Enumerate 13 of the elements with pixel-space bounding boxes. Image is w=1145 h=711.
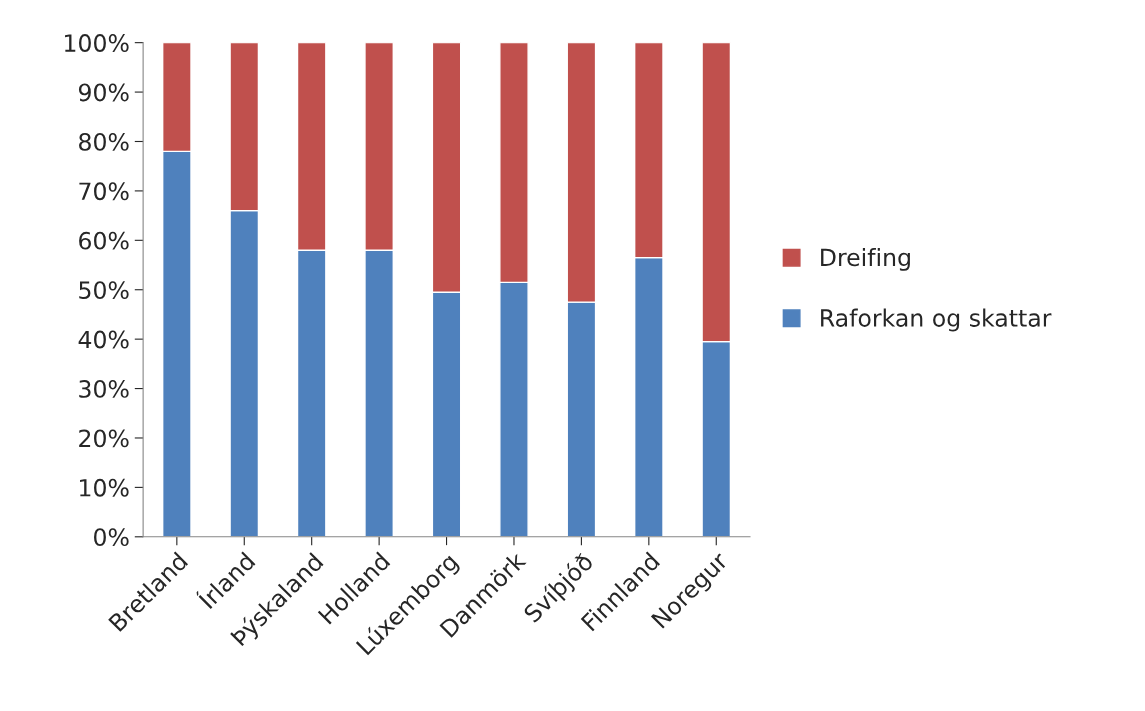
y-tick-label: 30%: [79, 380, 129, 398]
y-tick-label: 0%: [94, 528, 129, 547]
y-tick-label: 80%: [79, 132, 129, 151]
y-tick-label: 70%: [79, 182, 129, 201]
y-tick-label: 10%: [80, 478, 129, 497]
y-tick-label: 100%: [65, 34, 129, 52]
y-tick-label: 40%: [78, 330, 129, 349]
y-tick-label: 50%: [79, 281, 129, 300]
y-tick-label: 20%: [79, 429, 129, 448]
legend-label: Raforkan og skattar: [821, 308, 1052, 332]
y-tick-label: 90%: [78, 83, 129, 102]
legend-label: Dreifing: [821, 247, 910, 271]
y-tick-label: 60%: [79, 231, 129, 250]
